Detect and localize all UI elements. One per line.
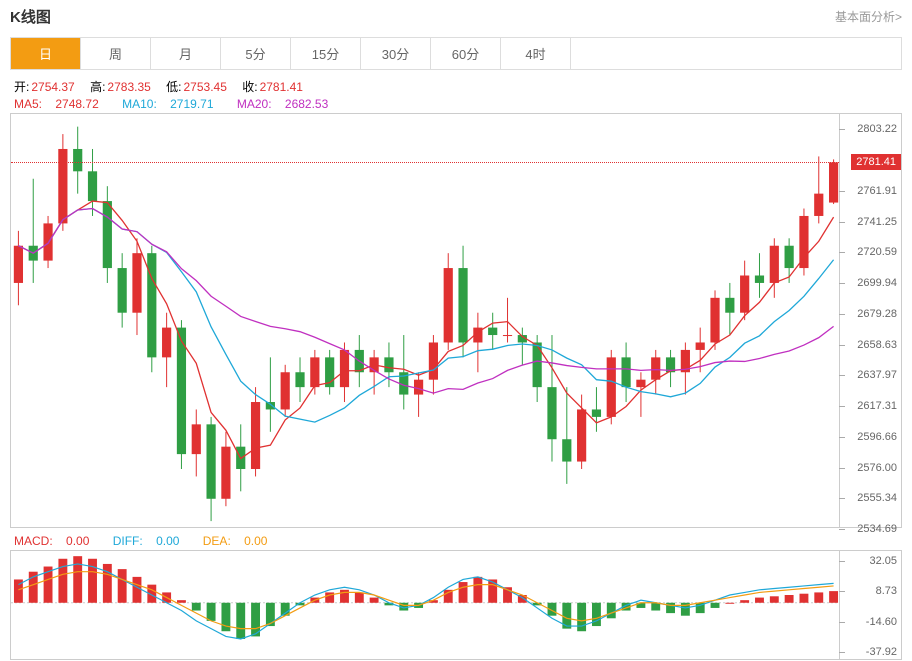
- close-label: 收:: [242, 80, 257, 94]
- timeframe-tab[interactable]: 5分: [221, 38, 291, 69]
- macd-y-tick: -37.92: [866, 646, 897, 658]
- y-axis-tick: 2803.22: [857, 123, 897, 135]
- timeframe-tab[interactable]: 30分: [361, 38, 431, 69]
- y-axis-tick: 2576.00: [857, 462, 897, 474]
- timeframe-tab[interactable]: 15分: [291, 38, 361, 69]
- low-label: 低:: [166, 80, 181, 94]
- current-price-tag: 2781.41: [851, 154, 901, 170]
- macd-value: 0.00: [66, 534, 89, 548]
- timeframe-tab[interactable]: 4时: [501, 38, 571, 69]
- macd-chart[interactable]: 32.05 8.73 -14.60 -37.92: [10, 550, 902, 660]
- y-axis-tick: 2555.34: [857, 492, 897, 504]
- chart-title: K线图: [10, 6, 51, 27]
- timeframe-tab[interactable]: 周: [81, 38, 151, 69]
- dea-label: DEA:: [203, 534, 231, 548]
- y-axis-tick: 2637.97: [857, 369, 897, 381]
- main-chart-wrap: 开:2754.37 高:2783.35 低:2753.45 收:2781.41 …: [10, 76, 902, 528]
- macd-y-tick: -14.60: [866, 616, 897, 628]
- y-axis-tick: 2679.28: [857, 308, 897, 320]
- close-value: 2781.41: [260, 80, 303, 94]
- y-axis-tick: 2761.91: [857, 185, 897, 197]
- macd-readout: MACD: 0.00 DIFF: 0.00 DEA: 0.00: [10, 532, 902, 550]
- high-value: 2783.35: [107, 80, 150, 94]
- open-value: 2754.37: [31, 80, 74, 94]
- dea-value: 0.00: [244, 534, 267, 548]
- candlestick-chart[interactable]: 2803.22 2781.41 2761.91 2741.25 2720.59 2699.…: [10, 113, 902, 528]
- diff-label: DIFF:: [113, 534, 143, 548]
- macd-y-tick: 32.05: [869, 555, 897, 567]
- timeframe-tab[interactable]: 日: [11, 38, 81, 69]
- y-axis-tick: 2658.63: [857, 339, 897, 351]
- ma10-label: MA10:: [122, 97, 157, 111]
- y-axis-tick: 2720.59: [857, 246, 897, 258]
- macd-chart-wrap: MACD: 0.00 DIFF: 0.00 DEA: 0.00 32.05 8.7…: [10, 532, 902, 660]
- y-axis-tick: 2596.66: [857, 431, 897, 443]
- y-axis-tick: 2699.94: [857, 277, 897, 289]
- fundamental-analysis-link[interactable]: 基本面分析>: [835, 8, 902, 25]
- low-value: 2753.45: [184, 80, 227, 94]
- ma10-value: 2719.71: [170, 97, 213, 111]
- ma20-label: MA20:: [237, 97, 272, 111]
- macd-label: MACD:: [14, 534, 53, 548]
- diff-value: 0.00: [156, 534, 179, 548]
- chart-container: K线图 基本面分析> 日周月5分15分30分60分4时 开:2754.37 高:…: [0, 0, 912, 645]
- timeframe-tab[interactable]: 月: [151, 38, 221, 69]
- ohlc-readout: 开:2754.37 高:2783.35 低:2753.45 收:2781.41: [10, 76, 902, 97]
- open-label: 开:: [14, 80, 29, 94]
- ma5-value: 2748.72: [55, 97, 98, 111]
- ma5-label: MA5:: [14, 97, 42, 111]
- timeframe-tab[interactable]: 60分: [431, 38, 501, 69]
- timeframe-tabs: 日周月5分15分30分60分4时: [10, 37, 902, 70]
- y-axis-tick: 2617.31: [857, 400, 897, 412]
- header: K线图 基本面分析>: [0, 0, 912, 33]
- ma20-value: 2682.53: [285, 97, 328, 111]
- high-label: 高:: [90, 80, 105, 94]
- ma-readout: MA5: 2748.72 MA10: 2719.71 MA20: 2682.53: [10, 97, 902, 113]
- macd-y-tick: 8.73: [876, 585, 897, 597]
- y-axis-tick: 2741.25: [857, 216, 897, 228]
